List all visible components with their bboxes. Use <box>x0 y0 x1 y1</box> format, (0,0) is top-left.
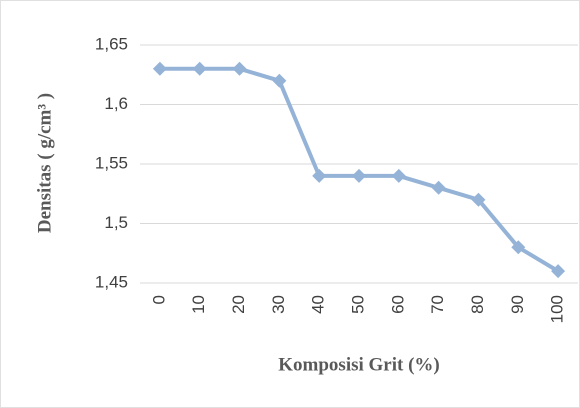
x-tick-label: 40 <box>309 295 328 314</box>
x-tick-label: 50 <box>348 295 367 314</box>
x-tick-label: 20 <box>229 295 248 314</box>
marker <box>312 168 327 183</box>
marker <box>551 264 566 279</box>
y-tick-label: 1,6 <box>104 94 128 113</box>
x-tick-label: 30 <box>269 295 288 314</box>
y-tick-label: 1,5 <box>104 213 128 232</box>
marker <box>152 61 167 76</box>
y-tick-label: 1,45 <box>95 272 128 291</box>
marker <box>192 61 207 76</box>
y-tick-label: 1,65 <box>95 34 128 53</box>
marker <box>391 168 406 183</box>
x-tick-label: 90 <box>508 295 527 314</box>
x-tick-label: 10 <box>189 295 208 314</box>
y-tick-label: 1,55 <box>95 153 128 172</box>
x-axis-title: Komposisi Grit (%) <box>278 354 440 375</box>
marker <box>431 180 446 195</box>
marker <box>272 73 287 88</box>
marker <box>352 168 366 183</box>
marker <box>471 192 486 207</box>
x-tick-label: 60 <box>388 295 407 314</box>
x-tick-label: 0 <box>149 295 168 304</box>
x-tick-label: 80 <box>468 295 487 314</box>
y-axis-title: Densitas ( g/cm³ ) <box>34 93 55 233</box>
x-tick-label: 100 <box>548 295 567 323</box>
x-tick-label: 70 <box>428 295 447 314</box>
marker <box>232 61 247 76</box>
marker <box>511 240 526 255</box>
